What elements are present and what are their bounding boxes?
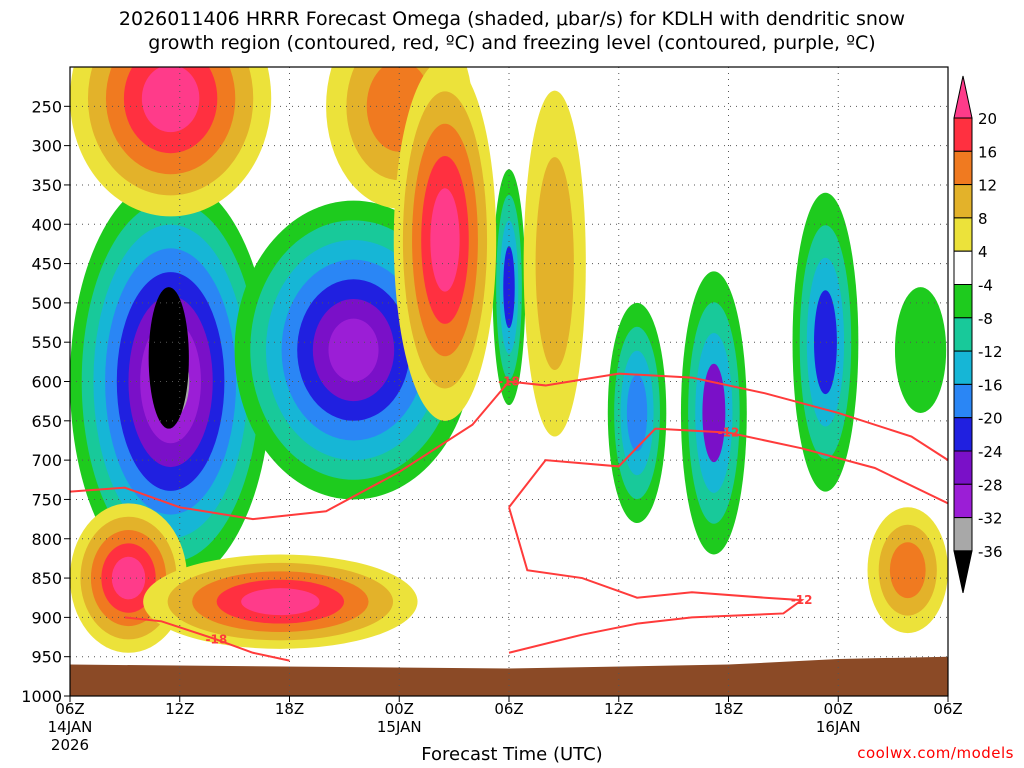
colorbar-label--20: -20	[978, 410, 1003, 428]
xtick-label-4: 06Z	[494, 700, 523, 718]
xtick-label-1: 12Z	[165, 700, 194, 718]
sinking-lowlevel-03z16jan-level-12	[889, 542, 926, 599]
rising-cell-23z15jan-level--24	[813, 290, 837, 395]
xtick-label-5: 12Z	[604, 700, 633, 718]
chart-title-line2: growth region (contoured, red, ºC) and f…	[148, 32, 876, 54]
colorbar-label-4: 4	[978, 243, 988, 261]
colorbar-swatch-12	[953, 150, 973, 186]
colorbar-swatch--8	[953, 284, 973, 319]
ytick-label-250: 250	[31, 97, 62, 116]
colorbar-label--12: -12	[978, 343, 1003, 361]
xtick-label-2: 18Z	[275, 700, 304, 718]
dgz-contour-3	[124, 616, 290, 662]
ytick-label-1000: 1000	[21, 687, 62, 706]
credit-text: coolwx.com/models	[857, 744, 1014, 762]
dgz-contour-2	[508, 507, 805, 654]
colorbar-swatch-8	[953, 184, 973, 219]
colorbar-swatch--28	[953, 450, 973, 485]
ytick-label-300: 300	[31, 137, 62, 156]
colorbar-swatch--32	[953, 483, 973, 519]
ytick-label-550: 550	[31, 333, 62, 352]
ytick-label-650: 650	[31, 412, 62, 431]
dgz-contour-label-2: -12	[791, 593, 813, 607]
ytick-label-400: 400	[31, 215, 62, 234]
dgz-contours: -18 -12 -12 -18	[70, 372, 948, 662]
dgz-contour-label-1: -12	[718, 426, 740, 440]
rising-streak-06z15jan-level--24	[503, 246, 515, 329]
ytick-label-350: 350	[31, 176, 62, 195]
xtick-label-6: 18Z	[714, 700, 743, 718]
xtick-year-0: 2026	[51, 736, 89, 754]
colorbar-swatch--4	[953, 250, 973, 285]
xtick-label-3: 00Z	[385, 700, 414, 718]
rising-core-21z14jan-level--32	[328, 318, 379, 382]
rising-cell-18z15jan-level--28	[702, 363, 726, 463]
terrain-below-ground	[70, 656, 948, 696]
ytick-label-900: 900	[31, 608, 62, 627]
ytick-label-500: 500	[31, 294, 62, 313]
ytick-label-750: 750	[31, 490, 62, 509]
xtick-label-7: 00Z	[824, 700, 853, 718]
colorbar-label-8: 8	[978, 210, 988, 228]
colorbar-swatch--16	[953, 350, 973, 385]
colorbar-label-16: 16	[978, 143, 997, 161]
colorbar-swatch-16	[953, 117, 973, 152]
rising-cell-04z16jan-level--8	[894, 287, 947, 413]
rising-core-extreme	[148, 287, 189, 429]
colorbar-swatch--20	[953, 383, 973, 419]
colorbar-label--16: -16	[978, 376, 1003, 394]
dgz-contour-0	[70, 372, 948, 521]
sinking-lowlevel-09z14jan-level-20	[111, 556, 146, 600]
sinking-upper-12z14jan-level-20	[141, 67, 200, 133]
ytick-label-800: 800	[31, 530, 62, 549]
chart-title-line1: 2026011406 HRRR Forecast Omega (shaded, …	[118, 8, 906, 30]
sinking-lowlevel-18z14jan-level-20	[241, 588, 320, 616]
colorbar-label--8: -8	[978, 310, 993, 328]
ytick-label-950: 950	[31, 648, 62, 667]
rising-cell-13z15jan-level--20	[626, 374, 648, 452]
xtick-label-8: 06Z	[933, 700, 962, 718]
colorbar-label--28: -28	[978, 476, 1003, 494]
colorbar-swatch--36	[953, 517, 973, 552]
x-axis-label: Forecast Time (UTC)	[421, 744, 603, 765]
colorbar: 20 16 12 8 4 -4 -8 -12 -16 -20 -24 -28 -32 -36	[953, 75, 1003, 594]
ground-surface	[70, 656, 948, 696]
xtick-label-0: 06Z	[55, 700, 84, 718]
xtick-date-3: 15JAN	[377, 718, 422, 736]
ytick-label-700: 700	[31, 451, 62, 470]
xtick-date-0: 14JAN	[48, 718, 93, 736]
colorbar-bottom-arrow	[953, 550, 973, 594]
sinking-streak-09z15jan-level-8	[535, 157, 574, 371]
colorbar-top-arrow	[953, 75, 973, 119]
xtick-date-7: 16JAN	[816, 718, 861, 736]
ytick-label-850: 850	[31, 569, 62, 588]
colorbar-label-20: 20	[978, 110, 997, 128]
ytick-label-600: 600	[31, 373, 62, 392]
y-axis-pressure-ticks: 250 300 350 400 450 500 550 600 650 700 750 800 850 9…	[21, 97, 70, 706]
colorbar-label-min: -36	[978, 543, 1003, 561]
dgz-contour-1	[508, 427, 948, 508]
colorbar-swatch--24	[953, 417, 973, 452]
omega-shading	[70, 67, 948, 653]
colorbar-label--24: -24	[978, 443, 1003, 461]
colorbar-label--4: -4	[978, 277, 993, 295]
dgz-contour-label-0: -18	[498, 375, 520, 389]
sinking-streak-03z15jan-level-20	[430, 188, 460, 292]
dgz-contour-label-3: -18	[205, 632, 227, 646]
colorbar-swatch-4	[953, 217, 973, 252]
ytick-label-450: 450	[31, 255, 62, 274]
colorbar-label-12: 12	[978, 177, 997, 195]
colorbar-label--32: -32	[978, 510, 1003, 528]
colorbar-swatch--12	[953, 317, 973, 352]
